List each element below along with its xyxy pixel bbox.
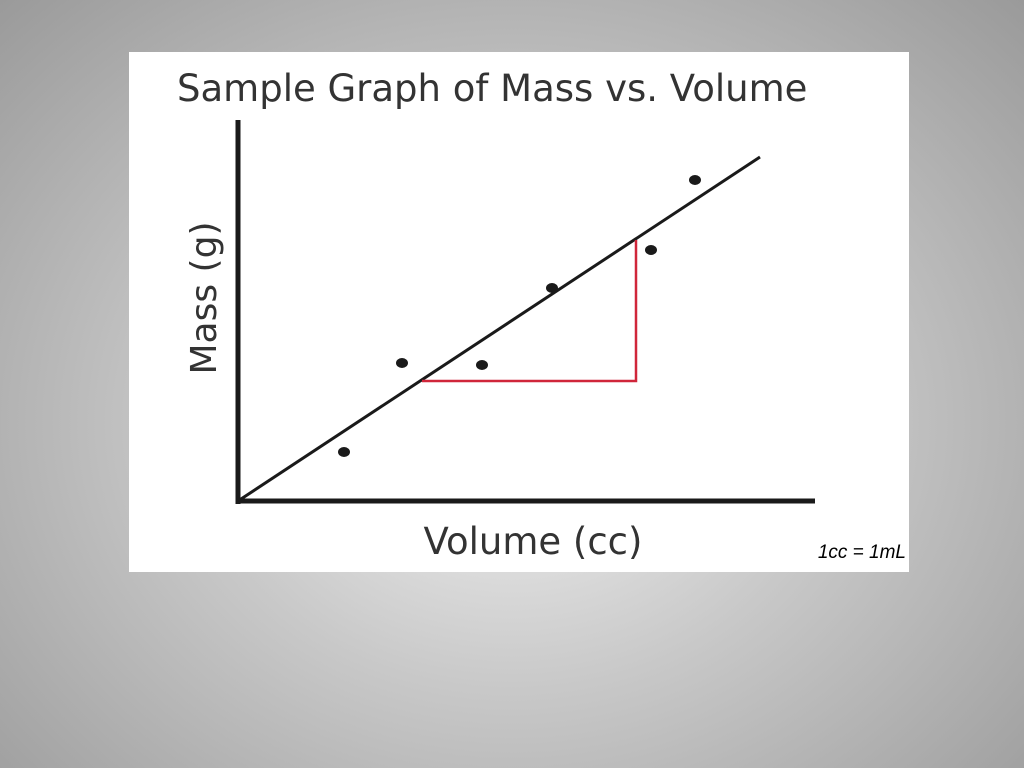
graph-panel [129, 52, 909, 572]
graph-title: Sample Graph of Mass vs. Volume [177, 67, 807, 110]
y-axis-label: Mass (g) [184, 221, 225, 374]
point [396, 358, 408, 368]
point [645, 245, 657, 255]
slope-triangle [422, 240, 638, 383]
point [476, 360, 488, 370]
data-points [338, 175, 701, 457]
point [689, 175, 701, 185]
x-axis-label: Volume (cc) [424, 520, 643, 563]
point [338, 447, 350, 457]
point [546, 283, 558, 293]
trend-line [237, 155, 761, 503]
unit-note: 1cc = 1mL [818, 542, 906, 563]
